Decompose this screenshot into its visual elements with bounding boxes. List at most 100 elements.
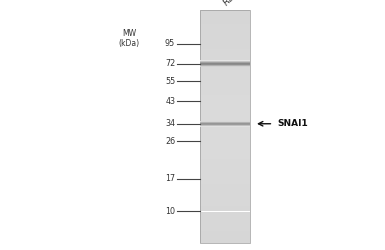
Bar	[200, 130, 250, 132]
Bar	[200, 22, 250, 24]
Bar	[200, 169, 250, 171]
Bar	[200, 60, 250, 62]
Text: SNAI1: SNAI1	[277, 119, 308, 128]
Bar	[200, 14, 250, 16]
Bar	[200, 231, 250, 233]
Bar	[200, 196, 250, 198]
Bar	[200, 198, 250, 200]
Bar	[200, 109, 250, 111]
Bar	[200, 43, 250, 45]
Bar	[200, 229, 250, 231]
Bar	[200, 215, 250, 217]
Bar	[200, 190, 250, 192]
Bar	[200, 200, 250, 202]
Bar	[200, 16, 250, 18]
Bar	[200, 29, 250, 31]
Bar	[200, 214, 250, 215]
Bar	[200, 194, 250, 196]
Bar	[200, 107, 250, 109]
Bar	[200, 20, 250, 22]
Bar	[200, 118, 250, 120]
Bar	[200, 165, 250, 167]
Bar	[200, 86, 250, 87]
Bar	[200, 132, 250, 134]
Bar	[200, 64, 250, 66]
Bar	[200, 28, 250, 29]
Text: 34: 34	[165, 119, 175, 128]
Bar	[200, 41, 250, 43]
Bar	[200, 66, 250, 68]
Bar	[200, 138, 250, 140]
Bar	[200, 31, 250, 33]
Bar	[200, 163, 250, 165]
Bar	[200, 178, 250, 180]
Bar	[200, 124, 250, 126]
Text: 26: 26	[165, 137, 175, 146]
Text: 10: 10	[165, 207, 175, 216]
Bar	[200, 18, 250, 20]
Bar	[200, 53, 250, 54]
Bar	[200, 221, 250, 223]
Text: MW
(kDa): MW (kDa)	[119, 29, 139, 48]
Bar	[200, 39, 250, 41]
Bar	[200, 223, 250, 225]
Bar	[200, 186, 250, 188]
Bar	[200, 54, 250, 56]
Bar	[200, 56, 250, 58]
Bar	[200, 217, 250, 219]
Bar	[200, 144, 250, 146]
Bar	[200, 116, 250, 118]
Bar	[200, 128, 250, 130]
Bar	[200, 80, 250, 82]
Bar	[200, 26, 250, 28]
Bar	[200, 192, 250, 194]
Bar	[200, 58, 250, 60]
Bar	[200, 212, 250, 214]
Bar	[200, 167, 250, 169]
Bar	[200, 126, 250, 128]
Bar	[200, 240, 250, 242]
Bar	[200, 45, 250, 47]
Bar	[200, 111, 250, 113]
Bar	[200, 113, 250, 114]
Bar	[200, 182, 250, 184]
Bar	[200, 70, 250, 72]
Bar	[200, 184, 250, 186]
Bar	[200, 155, 250, 157]
Bar	[200, 103, 250, 105]
Text: 43: 43	[165, 97, 175, 106]
Bar	[200, 140, 250, 142]
Bar	[200, 206, 250, 208]
Bar	[200, 157, 250, 159]
Bar	[200, 97, 250, 99]
Text: 17: 17	[165, 174, 175, 183]
Bar	[200, 150, 250, 152]
Bar	[200, 35, 250, 37]
Bar	[200, 51, 250, 53]
Bar	[200, 210, 250, 212]
Bar	[200, 91, 250, 93]
Text: 95: 95	[165, 39, 175, 48]
Bar	[200, 175, 250, 176]
Bar	[200, 235, 250, 237]
Bar	[200, 37, 250, 39]
Bar	[200, 146, 250, 148]
Bar	[200, 153, 250, 155]
Bar	[200, 237, 250, 238]
Bar	[200, 33, 250, 35]
Bar	[200, 68, 250, 70]
Bar	[200, 171, 250, 173]
Bar	[200, 159, 250, 161]
Bar	[200, 152, 250, 153]
Bar	[200, 99, 250, 101]
Bar	[200, 122, 250, 124]
Bar	[200, 78, 250, 80]
Bar	[200, 74, 250, 76]
Bar	[200, 10, 250, 242]
Bar	[200, 84, 250, 86]
Bar	[200, 49, 250, 51]
Bar	[200, 148, 250, 150]
Bar	[200, 204, 250, 206]
Text: 55: 55	[165, 77, 175, 86]
Bar	[200, 76, 250, 78]
